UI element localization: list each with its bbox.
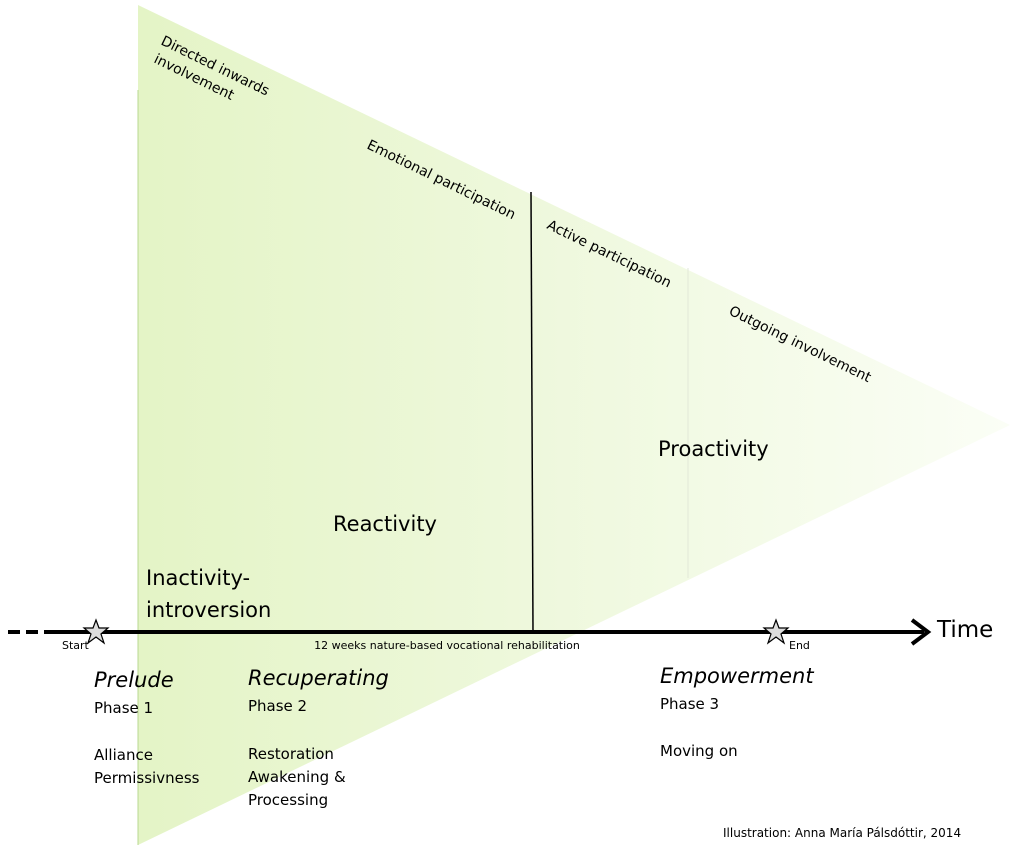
end-label: End xyxy=(789,639,810,652)
phase-line: Alliance xyxy=(94,746,153,764)
end-star xyxy=(762,618,790,645)
stage-label: introversion xyxy=(146,598,271,622)
phase-name: Recuperating xyxy=(248,666,389,690)
triangle xyxy=(138,5,1010,845)
phase-line: Processing xyxy=(248,791,328,809)
span-label: 12 weeks nature-based vocational rehabil… xyxy=(314,639,580,652)
phase-name: Empowerment xyxy=(660,664,814,688)
phase-line: Permissivness xyxy=(94,769,200,787)
phase-number: Phase 1 xyxy=(94,699,153,717)
divider xyxy=(530,191,534,633)
phase-line: Moving on xyxy=(660,742,738,760)
phase-name: Prelude xyxy=(94,668,174,692)
stage-label: Proactivity xyxy=(658,437,769,461)
timeline-arrow xyxy=(910,618,932,646)
credit: Illustration: Anna María Pálsdóttir, 201… xyxy=(723,826,961,840)
start-label: Start xyxy=(62,639,90,652)
timeline-label: Time xyxy=(936,617,993,643)
phase-line: Awakening & xyxy=(248,768,346,786)
phase-line: Restoration xyxy=(248,745,334,763)
phase-number: Phase 3 xyxy=(660,695,719,713)
phase-number: Phase 2 xyxy=(248,697,307,715)
stage-label: Inactivity- xyxy=(146,566,250,590)
stage-label: Reactivity xyxy=(333,512,437,536)
start-star xyxy=(82,618,110,645)
